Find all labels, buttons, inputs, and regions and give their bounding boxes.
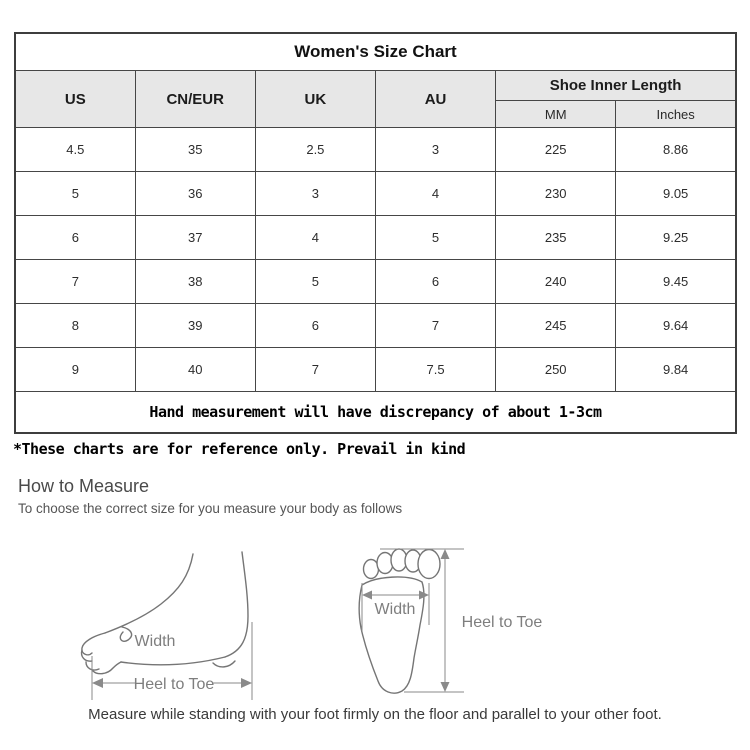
how-to-measure-subtitle: To choose the correct size for you measu… — [18, 501, 403, 516]
table-title-row: Women's Size Chart — [14, 32, 737, 71]
table-cell: 8 — [14, 303, 136, 348]
table-cell: 225 — [495, 127, 617, 172]
heel-to-toe-label: Heel to Toe — [134, 676, 215, 693]
col-header-inches: Inches — [615, 100, 737, 128]
col-header-uk: UK — [254, 70, 376, 128]
foot-side-view-diagram: Width Heel to Toe — [80, 551, 253, 700]
table-cell: 6 — [254, 303, 376, 348]
table-subheader-row: MM Inches — [15, 100, 737, 128]
table-cell: 5 — [374, 215, 497, 260]
width-arrow — [361, 583, 430, 631]
col-header-cneur: CN/EUR — [134, 70, 256, 128]
reference-footnote: *These charts are for reference only. Pr… — [13, 440, 466, 458]
table-cell: 4 — [254, 215, 376, 260]
table-cell: 40 — [134, 347, 256, 392]
heel-to-toe-arrow — [380, 548, 464, 693]
how-to-measure-heading: How to Measure — [18, 476, 150, 496]
table-row: 6 37 4 5 235 9.25 — [14, 215, 737, 260]
col-header-mm: MM — [495, 100, 617, 128]
table-cell: 3 — [254, 171, 376, 216]
col-header-us: US — [14, 70, 136, 128]
toes-outline — [362, 548, 441, 580]
arrowhead-icons — [92, 678, 252, 688]
table-cell: 230 — [495, 171, 617, 216]
table-cell: 4 — [374, 171, 497, 216]
table-row: 7 38 5 6 240 9.45 — [14, 259, 737, 304]
arrowhead-icons — [362, 549, 450, 692]
foot-sole-outline — [358, 576, 425, 694]
table-row: 4.5 35 2.5 3 225 8.86 — [14, 127, 737, 172]
table-row: 5 36 3 4 230 9.05 — [14, 171, 737, 216]
table-cell: 240 — [495, 259, 617, 304]
heel-to-toe-arrow — [91, 622, 253, 700]
foot-side-outline — [80, 551, 249, 675]
table-cell: 9.25 — [615, 215, 737, 260]
table-cell: 9.64 — [615, 303, 737, 348]
table-cell: 39 — [134, 303, 256, 348]
table-note-row: Hand measurement will have discrepancy o… — [14, 391, 737, 434]
table-cell: 3 — [374, 127, 497, 172]
table-cell: 5 — [254, 259, 376, 304]
table-cell: 9.05 — [615, 171, 737, 216]
col-header-au: AU — [374, 70, 497, 128]
table-cell: 245 — [495, 303, 617, 348]
table-cell: 235 — [495, 215, 617, 260]
table-cell: 9.45 — [615, 259, 737, 304]
table-row: 8 39 6 7 245 9.64 — [14, 303, 737, 348]
table-cell: 36 — [134, 171, 256, 216]
table-cell: 37 — [134, 215, 256, 260]
table-cell: 8.86 — [615, 127, 737, 172]
table-cell: 7 — [374, 303, 497, 348]
width-label: Width — [135, 633, 176, 650]
table-cell: 6 — [374, 259, 497, 304]
table-cell: 2.5 — [254, 127, 376, 172]
table-cell: 4.5 — [14, 127, 136, 172]
table-cell: 38 — [134, 259, 256, 304]
table-cell: 5 — [14, 171, 136, 216]
table-cell: 9.84 — [615, 347, 737, 392]
col-header-inner-length: Shoe Inner Length — [495, 70, 737, 101]
table-cell: 7 — [254, 347, 376, 392]
foot-top-view-diagram: Width Heel to Toe — [358, 548, 543, 694]
table-cell: 250 — [495, 347, 617, 392]
table-cell: 7.5 — [374, 347, 497, 392]
table-row: 9 40 7 7.5 250 9.84 — [14, 347, 737, 392]
width-label: Width — [375, 601, 416, 618]
table-cell: 7 — [14, 259, 136, 304]
table-cell: 9 — [14, 347, 136, 392]
size-chart-table: Women's Size Chart US CN/EUR UK AU Shoe … — [14, 32, 737, 434]
table-cell: 35 — [134, 127, 256, 172]
measurement-note: Hand measurement will have discrepancy o… — [14, 391, 737, 434]
table-cell: 6 — [14, 215, 136, 260]
measure-caption: Measure while standing with your foot fi… — [88, 706, 662, 723]
table-header-row: US CN/EUR UK AU Shoe Inner Length — [14, 70, 737, 128]
chart-title: Women's Size Chart — [14, 32, 737, 71]
heel-to-toe-label: Heel to Toe — [462, 614, 543, 631]
